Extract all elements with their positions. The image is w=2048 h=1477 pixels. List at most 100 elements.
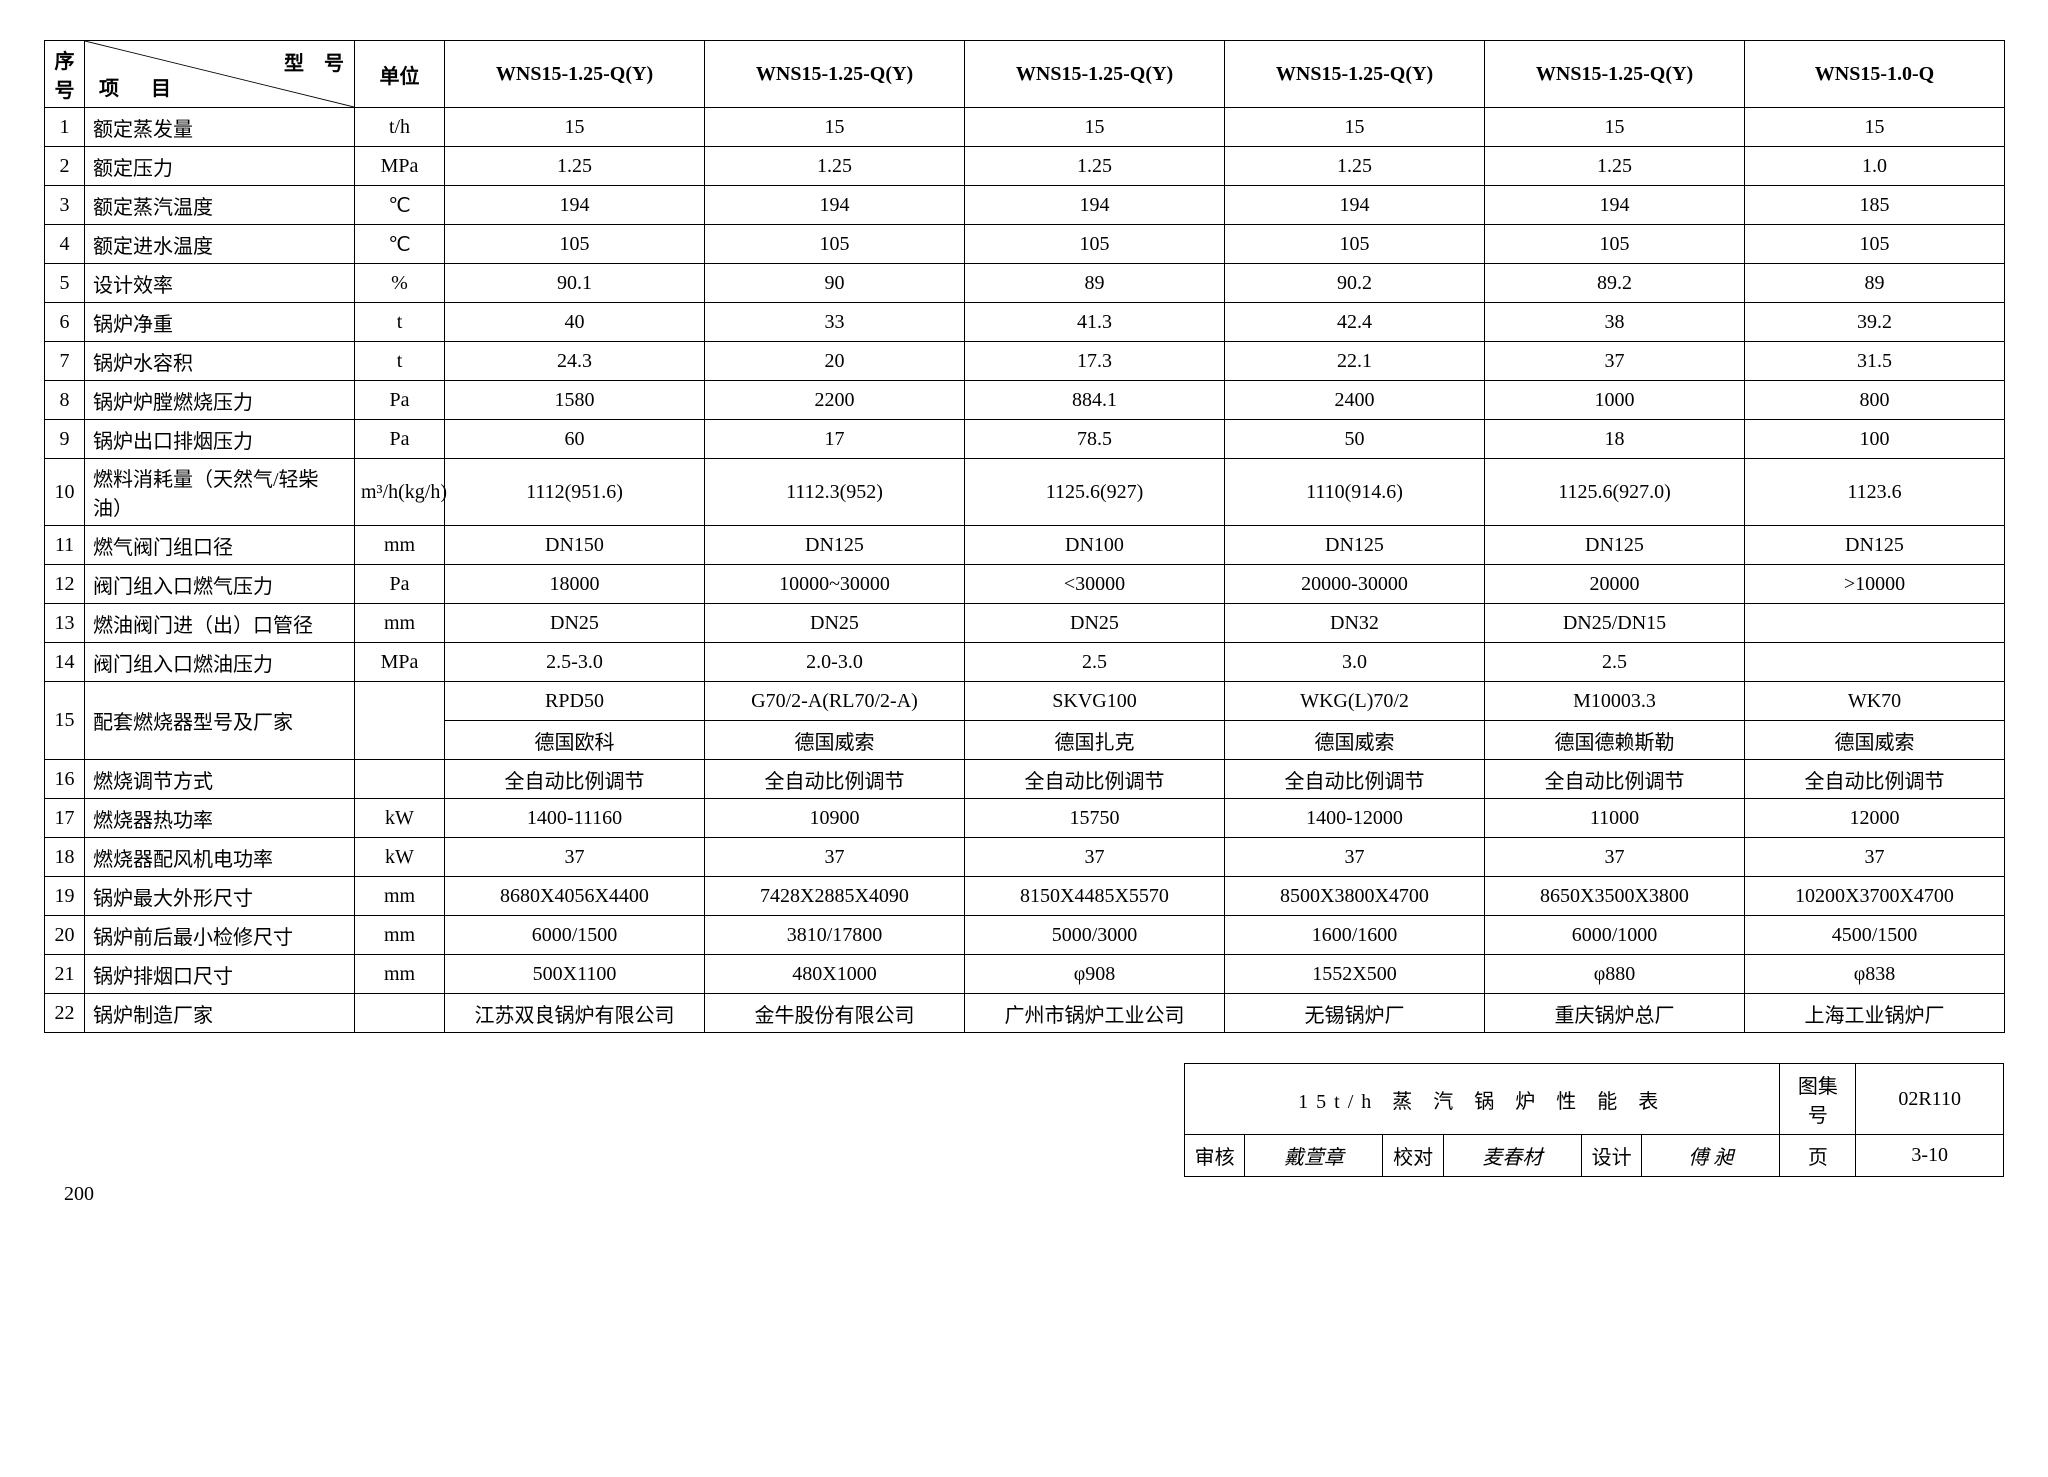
cell: 德国德赖斯勒 — [1485, 721, 1745, 760]
title-block: 15t/h 蒸 汽 锅 炉 性 能 表 图集号 02R110 审核 戴萱章 校对… — [1184, 1063, 2004, 1177]
cell: 1112.3(952) — [705, 459, 965, 526]
cell: 1125.6(927) — [965, 459, 1225, 526]
row-name: 阀门组入口燃油压力 — [85, 643, 355, 682]
cell: 2200 — [705, 381, 965, 420]
cell: 10200X3700X4700 — [1745, 877, 2005, 916]
table-row: 11燃气阀门组口径mmDN150DN125DN100DN125DN125DN12… — [45, 526, 2005, 565]
row-idx: 21 — [45, 955, 85, 994]
cell: 194 — [445, 186, 705, 225]
row-idx: 1 — [45, 108, 85, 147]
row-unit — [355, 760, 445, 799]
cell: 18000 — [445, 565, 705, 604]
cell: 1552X500 — [1225, 955, 1485, 994]
cell: 17 — [705, 420, 965, 459]
row-unit: mm — [355, 604, 445, 643]
row-name: 额定蒸汽温度 — [85, 186, 355, 225]
spec-table: 序号 型 号 项 目 单位 WNS15-1.25-Q(Y) WNS15-1.25… — [44, 40, 2005, 1033]
cell: 100 — [1745, 420, 2005, 459]
cell: 3.0 — [1225, 643, 1485, 682]
cell: 2.5 — [1485, 643, 1745, 682]
cell: 11000 — [1485, 799, 1745, 838]
cell: DN25 — [705, 604, 965, 643]
cell: 6000/1000 — [1485, 916, 1745, 955]
design-label: 设计 — [1581, 1135, 1641, 1177]
cell: RPD50 — [445, 682, 705, 721]
row-idx: 6 — [45, 303, 85, 342]
row-unit — [355, 682, 445, 760]
row-unit: m³/h(kg/h) — [355, 459, 445, 526]
row-name: 燃烧器配风机电功率 — [85, 838, 355, 877]
row-idx: 7 — [45, 342, 85, 381]
table-row: 13燃油阀门进（出）口管径mmDN25DN25DN25DN32DN25/DN15 — [45, 604, 2005, 643]
cell: 全自动比例调节 — [445, 760, 705, 799]
row-idx: 13 — [45, 604, 85, 643]
cell: 1000 — [1485, 381, 1745, 420]
row-name: 锅炉制造厂家 — [85, 994, 355, 1033]
row-name: 设计效率 — [85, 264, 355, 303]
cell: 1400-11160 — [445, 799, 705, 838]
row-idx: 4 — [45, 225, 85, 264]
table-row: 9锅炉出口排烟压力Pa601778.55018100 — [45, 420, 2005, 459]
cell: 德国威索 — [1745, 721, 2005, 760]
cell: 105 — [445, 225, 705, 264]
row-name: 燃料消耗量（天然气/轻柴油） — [85, 459, 355, 526]
row-idx: 17 — [45, 799, 85, 838]
cell: 50 — [1225, 420, 1485, 459]
cell: 4500/1500 — [1745, 916, 2005, 955]
cell: 8650X3500X3800 — [1485, 877, 1745, 916]
cell: 37 — [1485, 342, 1745, 381]
header-model-2: WNS15-1.25-Q(Y) — [965, 41, 1225, 108]
row-name: 锅炉炉膛燃烧压力 — [85, 381, 355, 420]
table-row: 7锅炉水容积t24.32017.322.13731.5 — [45, 342, 2005, 381]
cell: 广州市锅炉工业公司 — [965, 994, 1225, 1033]
row-unit — [355, 994, 445, 1033]
table-row: 5设计效率%90.1908990.289.289 — [45, 264, 2005, 303]
cell: 2400 — [1225, 381, 1485, 420]
table-row: 21锅炉排烟口尺寸mm500X1100480X1000φ9081552X500φ… — [45, 955, 2005, 994]
cell: 31.5 — [1745, 342, 2005, 381]
row-idx: 15 — [45, 682, 85, 760]
row-idx: 8 — [45, 381, 85, 420]
header-idx: 序号 — [45, 41, 85, 108]
cell: 江苏双良锅炉有限公司 — [445, 994, 705, 1033]
header-model-3: WNS15-1.25-Q(Y) — [1225, 41, 1485, 108]
row-name: 锅炉净重 — [85, 303, 355, 342]
cell: 194 — [705, 186, 965, 225]
row-unit: MPa — [355, 643, 445, 682]
row-idx: 16 — [45, 760, 85, 799]
cell: 3810/17800 — [705, 916, 965, 955]
cell: 7428X2885X4090 — [705, 877, 965, 916]
cell: 15 — [1485, 108, 1745, 147]
check-label: 校对 — [1383, 1135, 1443, 1177]
row-idx: 20 — [45, 916, 85, 955]
cell: 12000 — [1745, 799, 2005, 838]
cell: 2.5 — [965, 643, 1225, 682]
row-unit: kW — [355, 799, 445, 838]
cell: 37 — [965, 838, 1225, 877]
cell: 德国威索 — [705, 721, 965, 760]
page-number-cell: 3-10 — [1856, 1135, 2004, 1177]
row-name: 额定蒸发量 — [85, 108, 355, 147]
row-name: 锅炉前后最小检修尺寸 — [85, 916, 355, 955]
cell: 20000-30000 — [1225, 565, 1485, 604]
table-row: 15配套燃烧器型号及厂家RPD50G70/2-A(RL70/2-A)SKVG10… — [45, 682, 2005, 721]
row-idx: 10 — [45, 459, 85, 526]
cell: 1112(951.6) — [445, 459, 705, 526]
sheet: 序号 型 号 项 目 单位 WNS15-1.25-Q(Y) WNS15-1.25… — [44, 40, 2004, 1206]
cell: 884.1 — [965, 381, 1225, 420]
cell: 480X1000 — [705, 955, 965, 994]
title-block-wrap: 15t/h 蒸 汽 锅 炉 性 能 表 图集号 02R110 审核 戴萱章 校对… — [44, 1063, 2004, 1177]
cell: >10000 — [1745, 565, 2005, 604]
cell: 6000/1500 — [445, 916, 705, 955]
header-model-1: WNS15-1.25-Q(Y) — [705, 41, 965, 108]
cell: DN32 — [1225, 604, 1485, 643]
row-name: 配套燃烧器型号及厂家 — [85, 682, 355, 760]
cell: 1.25 — [1485, 147, 1745, 186]
cell: 1.25 — [965, 147, 1225, 186]
table-row: 19锅炉最大外形尺寸mm8680X4056X44007428X2885X4090… — [45, 877, 2005, 916]
cell: 1.25 — [705, 147, 965, 186]
cell: 185 — [1745, 186, 2005, 225]
cell: M10003.3 — [1485, 682, 1745, 721]
check-signature: 麦春材 — [1443, 1135, 1581, 1177]
atlas-number: 02R110 — [1856, 1064, 2004, 1135]
